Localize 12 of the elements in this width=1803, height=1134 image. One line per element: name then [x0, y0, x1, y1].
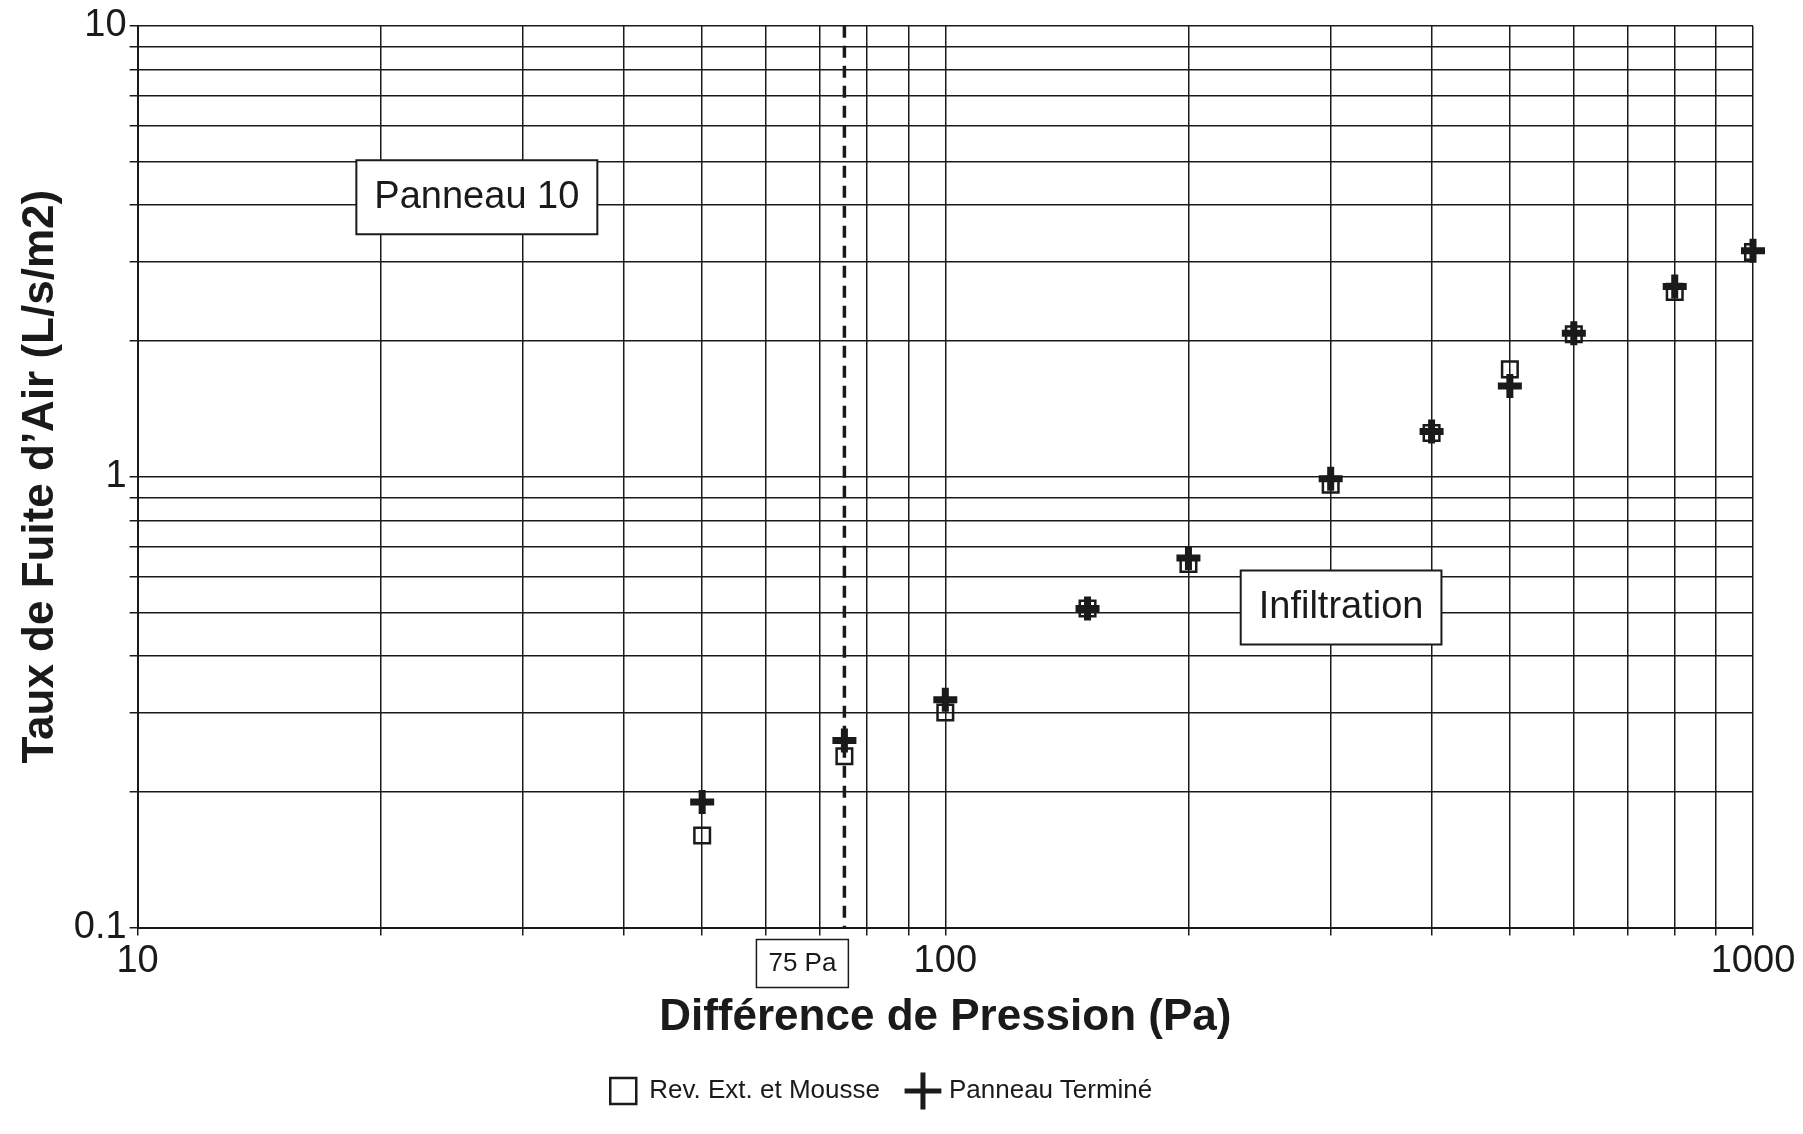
- legend-label: Rev. Ext. et Mousse: [649, 1074, 880, 1105]
- y-axis-title: Taux de Fuite d’Air (L/s/m2): [12, 189, 62, 764]
- x-axis-title: Différence de Pression (Pa): [659, 989, 1232, 1039]
- x-tick-label: 1000: [1710, 937, 1796, 980]
- ref-line-label: 75 Pa: [768, 946, 837, 977]
- annotation: Panneau 10: [374, 173, 580, 216]
- annotation: Infiltration: [1258, 583, 1424, 626]
- y-tick-label: 10: [84, 2, 127, 45]
- y-tick-label: 1: [105, 453, 127, 496]
- legend-label: Panneau Terminé: [948, 1074, 1153, 1105]
- x-tick-label: 10: [116, 937, 159, 980]
- x-tick-label: 100: [913, 937, 978, 980]
